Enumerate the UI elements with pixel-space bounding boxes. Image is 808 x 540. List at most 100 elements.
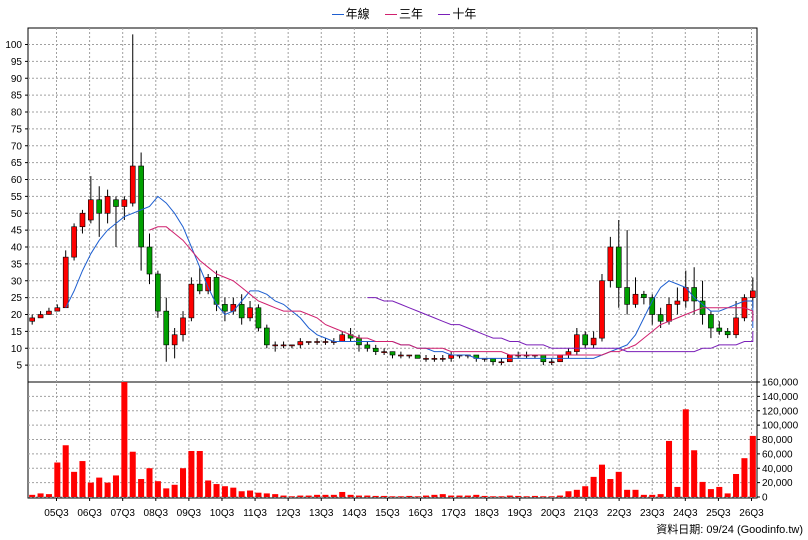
price-tick-label: 90 xyxy=(11,74,23,85)
volume-bar xyxy=(372,495,379,497)
volume-bar xyxy=(624,489,631,497)
volume-bar xyxy=(741,458,748,497)
candle-down xyxy=(255,307,262,329)
volume-bar xyxy=(607,479,614,497)
candle-up xyxy=(548,361,555,364)
candle-up xyxy=(448,354,454,359)
volume-bar xyxy=(112,475,119,497)
price-tick-label: 70 xyxy=(11,141,23,152)
volume-bar xyxy=(674,486,681,497)
price-tick-label: 75 xyxy=(11,124,23,135)
price-tick-label: 80 xyxy=(11,108,23,119)
volume-bar xyxy=(456,495,463,497)
volume-bar xyxy=(163,488,170,497)
volume-tick-label: 0 xyxy=(762,493,768,504)
volume-bar xyxy=(397,496,404,497)
volume-bar xyxy=(238,491,245,497)
data-date-footer: 資料日期: 09/24 (Goodinfo.tw) xyxy=(656,524,803,536)
price-tick-label: 5 xyxy=(16,361,22,372)
candle-up xyxy=(104,196,111,214)
volume-bar xyxy=(355,495,362,497)
candle-down xyxy=(372,347,379,352)
volume-bar xyxy=(347,494,354,497)
time-tick-label: 07Q3 xyxy=(110,508,135,519)
candle-up xyxy=(632,293,639,305)
time-tick-label: 11Q3 xyxy=(243,508,267,519)
volume-bar xyxy=(691,450,698,497)
candle-down xyxy=(724,331,731,336)
volume-bar xyxy=(448,495,455,497)
candle-down xyxy=(163,310,170,346)
volume-bar xyxy=(322,494,329,497)
volume-axis: 0 20,000 40,000 60,000 80,000 100,000 120,000 1… xyxy=(757,378,799,504)
legend-item-three-year: 三年 xyxy=(384,5,423,22)
candle-up xyxy=(88,199,94,221)
volume-bar xyxy=(280,495,287,497)
volume-bar xyxy=(37,493,44,497)
candle-up xyxy=(46,310,52,315)
ma-line-14 xyxy=(149,226,754,356)
candle-down xyxy=(641,293,647,298)
candle-up xyxy=(247,307,253,319)
volume-bar xyxy=(498,496,505,497)
volume-bar xyxy=(29,494,36,497)
candle-up xyxy=(733,317,739,336)
candle-down xyxy=(113,199,119,207)
volume-bar xyxy=(62,445,69,497)
candle-down xyxy=(414,354,421,359)
price-tick-label: 60 xyxy=(11,175,23,186)
volume-tick-label: 20,000 xyxy=(762,478,793,489)
volume-bar xyxy=(506,495,513,497)
volume-bar xyxy=(464,495,471,497)
volume-bars xyxy=(29,382,756,497)
volume-bar xyxy=(481,495,488,497)
candle-up xyxy=(339,334,346,342)
volume-bar xyxy=(154,481,161,497)
price-tick-label: 85 xyxy=(11,91,23,102)
volume-bar xyxy=(330,494,337,497)
time-tick-label: 14Q3 xyxy=(342,508,367,519)
candle-up xyxy=(406,354,413,357)
volume-bar xyxy=(749,435,756,497)
legend-swatch-annual xyxy=(331,14,344,16)
candle-up xyxy=(272,344,279,347)
candle-down xyxy=(389,351,396,356)
candle-up xyxy=(280,344,287,347)
time-tick-label: 21Q3 xyxy=(574,508,599,519)
candle-up xyxy=(171,334,178,346)
candle-up xyxy=(322,341,329,343)
volume-bar xyxy=(666,440,673,497)
candle-up xyxy=(297,341,304,346)
candle-down xyxy=(615,246,622,288)
volume-bar xyxy=(221,486,228,497)
candle-down xyxy=(657,314,664,322)
volume-bar xyxy=(582,486,589,497)
candle-up xyxy=(121,199,128,207)
volume-bar xyxy=(724,493,731,497)
volume-bar xyxy=(288,496,295,497)
candle-up xyxy=(574,334,580,352)
candle-up xyxy=(289,344,295,347)
candle-up xyxy=(71,226,77,258)
candle-up xyxy=(565,351,572,356)
volume-bar xyxy=(615,471,622,497)
volume-bar xyxy=(272,494,279,497)
candle-down xyxy=(624,287,630,305)
time-tick-label: 06Q3 xyxy=(77,508,102,519)
volume-bar xyxy=(733,474,740,497)
time-tick-label: 13Q3 xyxy=(309,508,334,519)
time-tick-label: 05Q3 xyxy=(44,508,69,519)
time-tick-label: 20Q3 xyxy=(541,508,566,519)
time-tick-label: 23Q3 xyxy=(640,508,665,519)
time-tick-label: 10Q3 xyxy=(210,508,235,519)
volume-bar xyxy=(557,495,564,497)
candle-up xyxy=(749,290,756,298)
volume-bar xyxy=(297,495,304,497)
volume-bar xyxy=(707,489,714,497)
candle-down xyxy=(196,283,203,292)
volume-bar xyxy=(339,491,346,497)
time-tick-label: 26Q3 xyxy=(739,508,764,519)
volume-bar xyxy=(699,481,706,497)
price-tick-label: 55 xyxy=(11,192,23,203)
volume-bar xyxy=(263,493,270,497)
